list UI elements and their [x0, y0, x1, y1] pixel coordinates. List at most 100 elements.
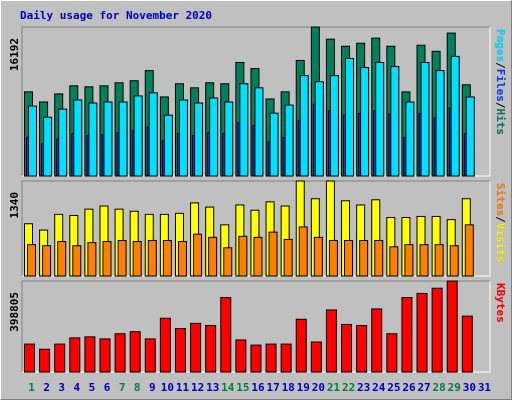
bar: [209, 97, 219, 177]
bar: [405, 101, 415, 177]
bar: [325, 309, 337, 373]
bar: [28, 105, 37, 177]
legend-separator: /: [494, 62, 507, 69]
bar: [465, 96, 475, 177]
bar: [434, 244, 444, 277]
bar: [371, 308, 383, 373]
bar: [144, 338, 156, 373]
bar: [401, 297, 413, 373]
bar: [416, 292, 428, 373]
bar: [419, 244, 429, 277]
bar: [177, 241, 187, 277]
bar: [205, 324, 217, 373]
bar: [174, 328, 186, 373]
x-tick-label: 13: [206, 381, 219, 394]
y-tick-label: 398805: [8, 292, 21, 332]
bar: [88, 102, 98, 177]
bar: [239, 83, 249, 177]
bar: [193, 233, 203, 277]
x-tick-label: 2: [43, 381, 50, 394]
bar: [24, 343, 35, 373]
bar: [148, 92, 158, 177]
legend-entry: Visits: [494, 223, 507, 263]
bar: [253, 236, 263, 277]
bar: [58, 108, 68, 177]
x-tick-label: 25: [387, 381, 400, 394]
x-tick-label: 20: [312, 381, 325, 394]
bar: [73, 99, 83, 177]
bar: [328, 239, 338, 277]
bar: [43, 116, 53, 177]
bar: [178, 99, 188, 177]
x-tick-label: 24: [372, 381, 386, 394]
bar: [194, 102, 204, 177]
legend: Sites/Visits: [494, 183, 507, 263]
x-tick-label: 19: [297, 381, 310, 394]
bar: [420, 61, 430, 177]
bar: [375, 61, 385, 177]
x-tick-label: 5: [89, 381, 96, 394]
bar: [461, 315, 473, 373]
legend-entry: Hits: [494, 109, 507, 136]
x-tick-label: 15: [236, 381, 249, 394]
bar: [314, 81, 324, 177]
bar: [208, 236, 218, 277]
bar: [298, 226, 308, 277]
bar: [341, 323, 353, 373]
x-tick-label: 22: [342, 381, 355, 394]
bar: [374, 239, 384, 277]
x-tick-label: 26: [402, 381, 416, 394]
x-tick-label: 11: [176, 381, 190, 394]
bar: [283, 238, 293, 277]
bar: [269, 112, 279, 177]
bar: [190, 322, 202, 373]
bar: [299, 75, 309, 177]
bar: [280, 343, 292, 373]
bar: [295, 318, 307, 373]
bar: [117, 239, 127, 277]
x-tick-label: 27: [417, 381, 430, 394]
chart-title: Daily usage for November 2020: [20, 9, 212, 22]
bar: [224, 101, 234, 177]
bar: [103, 101, 113, 177]
bar: [99, 338, 111, 373]
y-tick-label: 16192: [8, 38, 21, 71]
bar: [446, 280, 458, 373]
bar: [310, 341, 322, 373]
x-tick-label: 6: [104, 381, 111, 394]
bar: [268, 231, 278, 277]
x-tick-label: 8: [134, 381, 141, 394]
bar: [345, 57, 355, 177]
bar: [389, 246, 399, 277]
bar: [102, 241, 112, 277]
legend-entry: KBytes: [494, 283, 507, 323]
x-tick-label: 12: [191, 381, 204, 394]
bar: [356, 324, 368, 373]
bar: [132, 241, 142, 277]
bar: [129, 331, 141, 373]
bar: [220, 297, 232, 373]
bar: [147, 239, 157, 277]
bar: [404, 244, 414, 277]
bar: [435, 70, 445, 177]
bar: [69, 337, 81, 373]
y-tick-label: 1340: [8, 192, 21, 219]
x-tick-label: 16: [251, 381, 265, 394]
bar: [27, 244, 36, 277]
bar: [54, 343, 66, 373]
x-tick-label: 1: [28, 381, 35, 394]
legend-entry: Pages: [494, 29, 507, 62]
x-tick-label: 9: [149, 381, 156, 394]
x-tick-label: 7: [119, 381, 126, 394]
x-tick-label: 17: [266, 381, 279, 394]
bar: [360, 67, 370, 177]
bar: [162, 239, 172, 277]
x-tick-label: 23: [357, 381, 370, 394]
x-tick-label: 28: [433, 381, 446, 394]
bar: [431, 287, 443, 373]
legend: Pages/Files/Hits: [494, 29, 507, 135]
bar: [114, 333, 126, 373]
bar: [163, 114, 173, 177]
bar: [254, 87, 264, 177]
bar: [265, 343, 277, 373]
